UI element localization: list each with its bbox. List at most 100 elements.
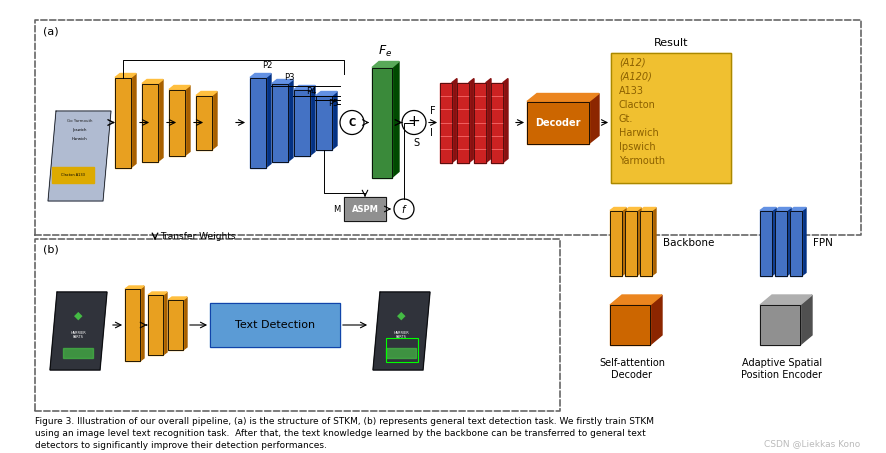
Polygon shape — [131, 73, 136, 168]
Text: A133: A133 — [619, 86, 644, 96]
Bar — [196, 96, 212, 149]
Bar — [272, 83, 288, 162]
Bar — [474, 82, 486, 163]
Polygon shape — [503, 78, 508, 163]
Polygon shape — [372, 62, 399, 67]
Bar — [196, 96, 212, 149]
Text: Yarmouth: Yarmouth — [619, 155, 665, 165]
Bar — [611, 53, 731, 183]
Polygon shape — [183, 297, 187, 350]
Text: FPN: FPN — [813, 238, 833, 248]
Bar — [372, 67, 392, 178]
Polygon shape — [637, 207, 641, 275]
Text: ◆: ◆ — [74, 310, 82, 320]
Bar — [168, 300, 183, 350]
Polygon shape — [212, 92, 217, 149]
Text: Transfer Weights: Transfer Weights — [160, 232, 236, 241]
Polygon shape — [266, 73, 271, 168]
Text: Decoder: Decoder — [535, 117, 580, 127]
Bar — [169, 90, 185, 155]
Bar — [372, 67, 392, 178]
Polygon shape — [760, 295, 812, 305]
Bar — [294, 90, 310, 155]
Polygon shape — [316, 92, 337, 96]
Bar — [610, 211, 622, 275]
Bar — [386, 348, 416, 358]
Polygon shape — [250, 73, 271, 77]
Polygon shape — [310, 86, 315, 155]
Text: Harwich: Harwich — [72, 137, 88, 141]
Bar — [474, 82, 486, 163]
Polygon shape — [452, 78, 457, 163]
Circle shape — [402, 111, 426, 135]
Polygon shape — [50, 292, 107, 370]
Text: S: S — [413, 138, 419, 148]
Text: (a): (a) — [43, 26, 58, 36]
Bar — [250, 77, 266, 168]
Text: CSDN @Liekkas Kono: CSDN @Liekkas Kono — [764, 439, 860, 448]
Text: P2: P2 — [262, 61, 272, 69]
Text: M: M — [333, 204, 340, 213]
Polygon shape — [158, 79, 163, 162]
Bar — [491, 82, 503, 163]
Bar — [760, 305, 800, 345]
Bar — [115, 77, 131, 168]
Bar — [35, 239, 560, 411]
Text: P4: P4 — [306, 87, 316, 96]
Text: +: + — [408, 114, 420, 129]
Bar — [527, 101, 589, 144]
Text: $f$: $f$ — [400, 203, 408, 215]
Bar — [64, 348, 94, 358]
Polygon shape — [625, 207, 641, 211]
Bar — [775, 211, 787, 275]
Polygon shape — [168, 297, 187, 300]
Bar — [115, 77, 131, 168]
Bar — [35, 20, 861, 235]
Bar — [148, 295, 163, 355]
Text: HARRIER
PARTS: HARRIER PARTS — [393, 331, 409, 339]
Text: HARRIER
PARTS: HARRIER PARTS — [71, 331, 86, 339]
Polygon shape — [527, 93, 599, 101]
Polygon shape — [142, 79, 163, 83]
Bar — [272, 83, 288, 162]
Polygon shape — [48, 111, 111, 201]
Text: Figure 3. Illustration of our overall pipeline, (a) is the structure of STKM, (b: Figure 3. Illustration of our overall pi… — [35, 417, 654, 426]
Bar — [491, 82, 503, 163]
Bar — [790, 211, 802, 275]
Polygon shape — [775, 207, 791, 211]
Bar — [640, 211, 652, 275]
Text: detectors to significantly improve their detection performances.: detectors to significantly improve their… — [35, 441, 327, 450]
Bar — [52, 167, 94, 183]
Text: Ipswich: Ipswich — [73, 128, 87, 132]
Text: I: I — [430, 129, 433, 139]
Text: Result: Result — [654, 38, 688, 48]
Circle shape — [394, 199, 414, 219]
Bar — [440, 82, 452, 163]
Polygon shape — [185, 86, 190, 155]
Bar — [294, 90, 310, 155]
Text: ◆: ◆ — [397, 310, 406, 320]
Polygon shape — [622, 207, 626, 275]
Text: Self-attention
Decoder: Self-attention Decoder — [599, 358, 665, 380]
Polygon shape — [800, 295, 812, 345]
Polygon shape — [640, 207, 656, 211]
Bar — [142, 83, 158, 162]
Bar — [169, 90, 185, 155]
Polygon shape — [650, 295, 662, 345]
Bar — [210, 303, 340, 347]
Text: Clacton A133: Clacton A133 — [61, 173, 85, 177]
Text: Adaptive Spatial
Position Encoder: Adaptive Spatial Position Encoder — [742, 358, 822, 380]
Bar — [125, 289, 140, 361]
Polygon shape — [140, 286, 144, 361]
Text: (b): (b) — [43, 245, 58, 255]
Bar — [316, 96, 332, 149]
Text: F: F — [430, 106, 436, 116]
Bar — [168, 300, 183, 350]
Polygon shape — [790, 207, 806, 211]
Text: Harwich: Harwich — [619, 127, 659, 138]
Text: Backbone: Backbone — [663, 238, 714, 248]
Polygon shape — [469, 78, 474, 163]
Polygon shape — [652, 207, 656, 275]
Bar — [386, 338, 418, 362]
Bar — [610, 211, 622, 275]
